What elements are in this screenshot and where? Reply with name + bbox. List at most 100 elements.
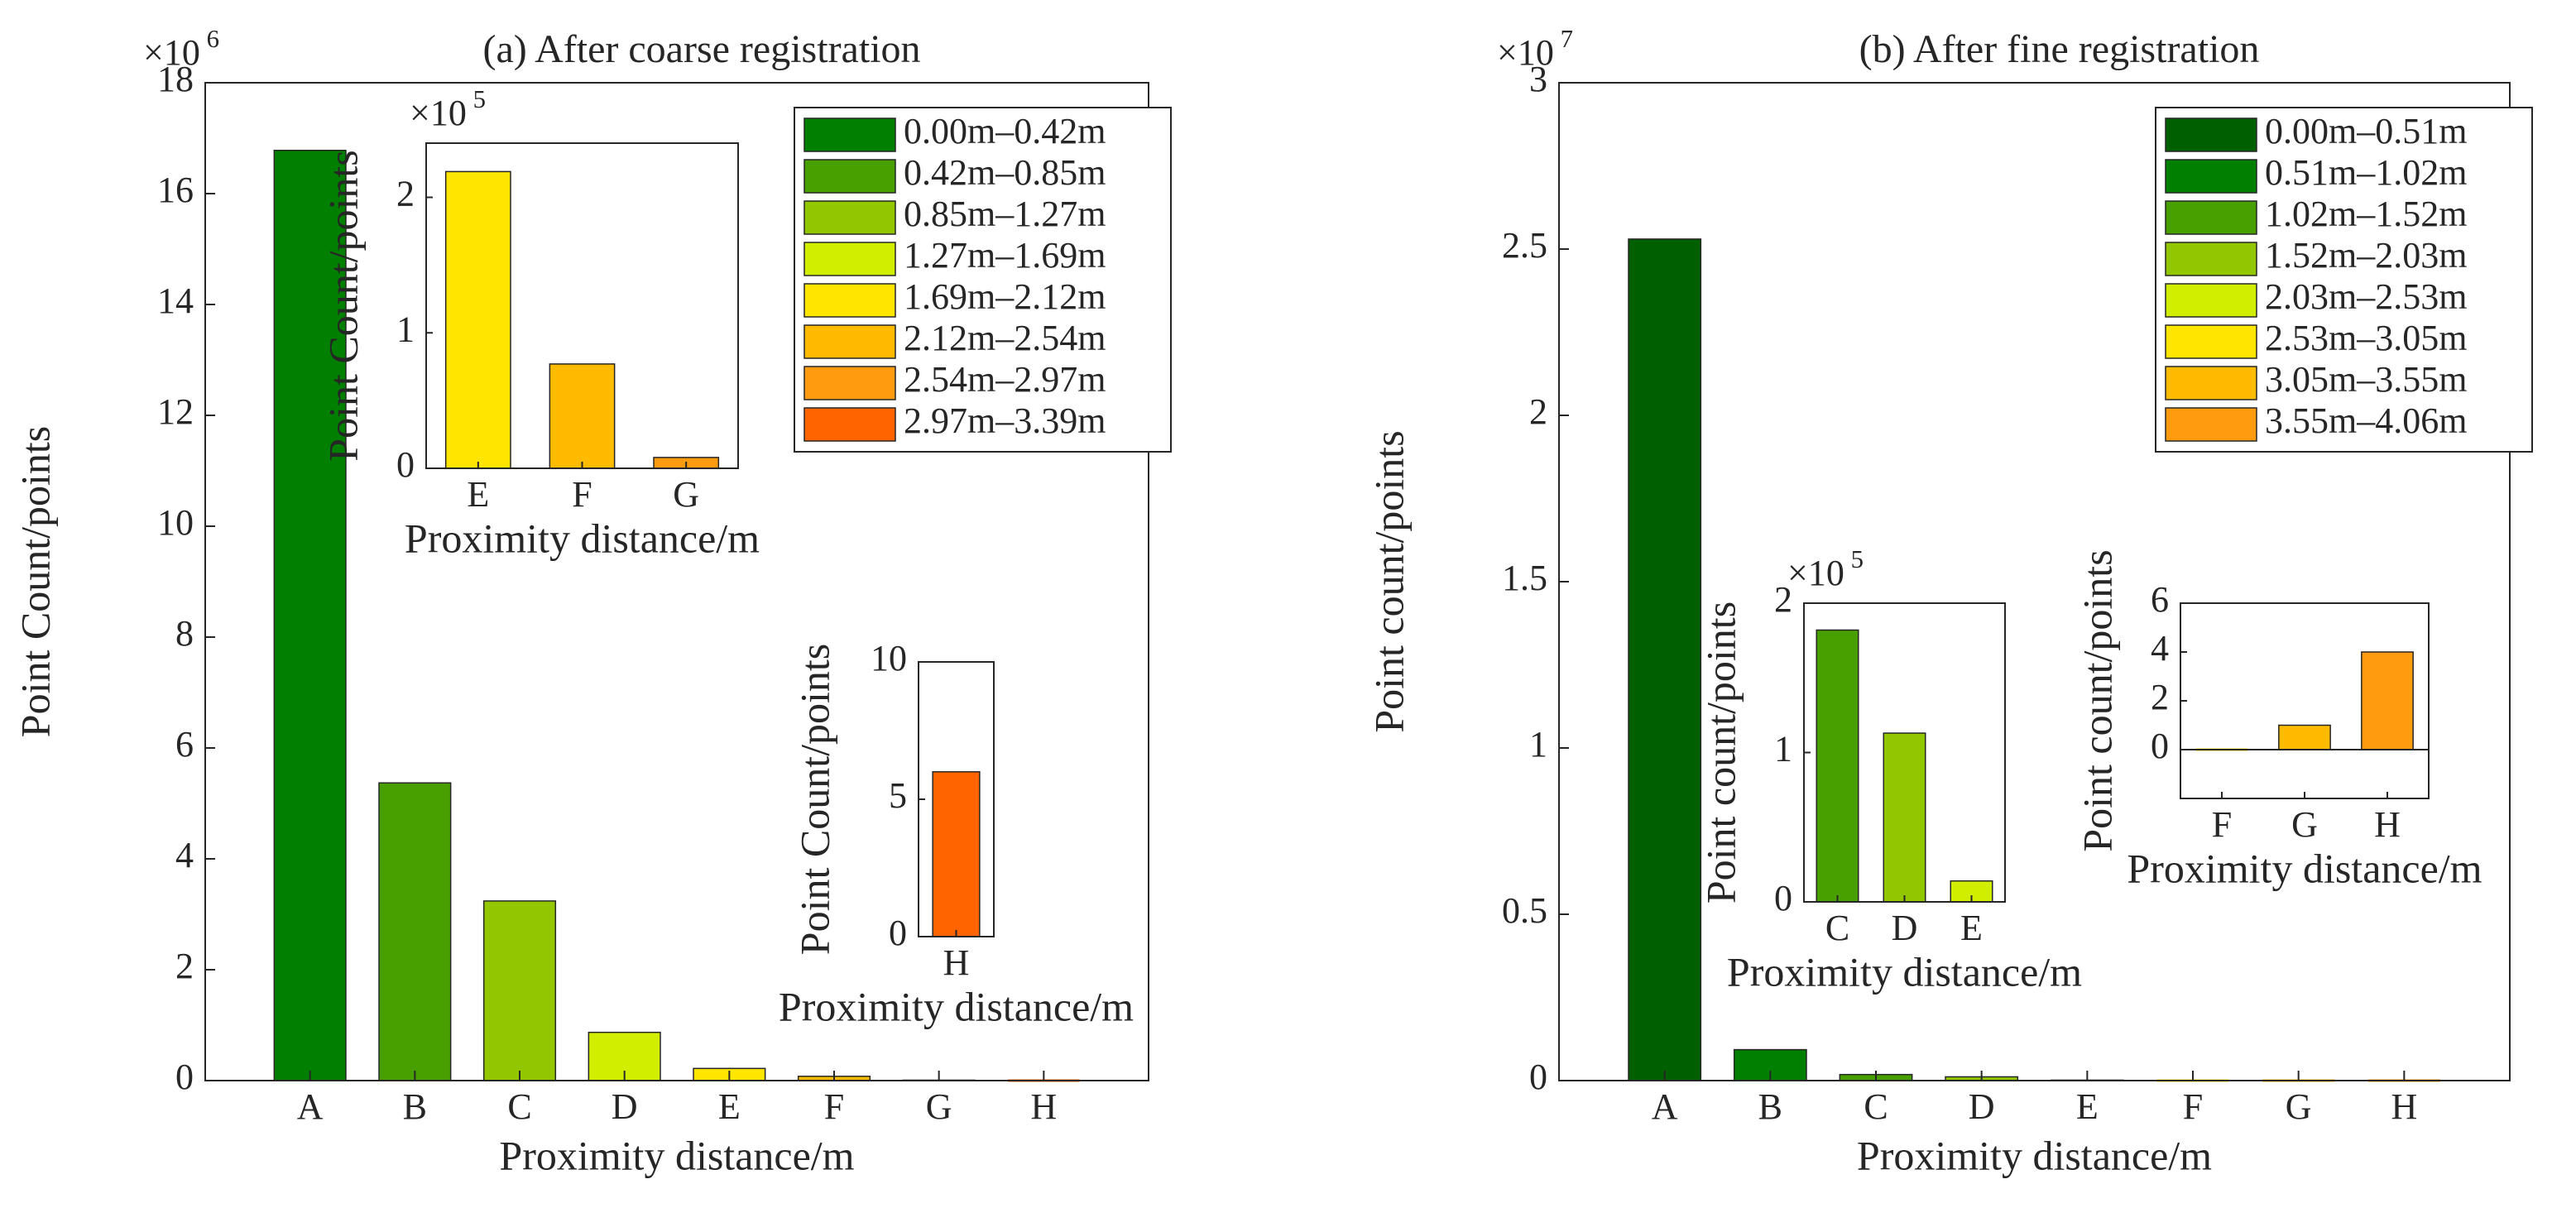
bar-a-C [482,900,557,1081]
legend-swatch-a [804,159,896,194]
xtick-label-b: A [1652,1086,1678,1127]
legend-a: 0.00m–0.42m0.42m–0.85m0.85m–1.27m1.27m–1… [794,107,1172,453]
xtick-label-b: C [1864,1086,1888,1127]
legend-swatch-b [2165,159,2257,194]
legend-swatch-a [804,366,896,400]
chart-title-b: (b) After fine registration [1859,27,2260,71]
exponent-label-a1: ×10 [410,93,467,133]
legend-swatch-b [2165,117,2257,152]
bar-a1-E [444,170,511,469]
legend-label-b: 2.03m–2.53m [2265,276,2467,317]
bar-b2-H [2361,651,2414,750]
legend-label-a: 0.85m–1.27m [904,194,1106,234]
y-axis-label-a1: Point Count/points [319,150,366,461]
ytick-label-b2: 0 [2151,726,2169,766]
xtick-label-b1: C [1825,908,1849,948]
ytick-label-b: 1.5 [1502,558,1547,598]
ytick-label-a1: 0 [396,444,415,485]
bar-b2-G [2278,724,2331,750]
ytick-label-a2: 10 [871,638,907,678]
ytick-label-a: 4 [175,835,194,875]
exponent-label-b: ×10 [1497,32,1554,73]
xtick-label-b: F [2183,1086,2203,1127]
ytick-label-b1: 2 [1774,579,1792,620]
legend-label-a: 1.69m–2.12m [904,276,1106,317]
xtick-label-a: C [507,1086,531,1127]
ytick-label-b: 2 [1529,391,1547,432]
x-axis-label-a1: Proximity distance/m [405,515,760,561]
exponent-power-b: 7 [1561,25,1573,53]
xtick-label-b2: H [2374,804,2401,845]
bar-a2-H [932,771,981,937]
ytick-label-b1: 0 [1774,878,1792,918]
legend-label-b: 3.55m–4.06m [2265,400,2467,441]
y-axis-label-b2: Point count/points [2074,549,2120,851]
ytick-label-a: 2 [175,946,194,986]
xtick-label-b1: D [1892,908,1918,948]
legend-label-a: 2.54m–2.97m [904,359,1106,400]
legend-label-b: 3.05m–3.55m [2265,359,2467,400]
legend-label-a: 1.27m–1.69m [904,235,1106,276]
exponent-power-a: 6 [207,25,219,53]
x-axis-label-b1: Proximity distance/m [1727,948,2082,995]
legend-label-a: 0.00m–0.42m [904,111,1106,151]
legend-swatch-a [804,200,896,235]
bar-b1-C [1816,629,1859,903]
x-axis-label-b: Proximity distance/m [1857,1132,2212,1178]
xtick-label-a: H [1030,1086,1057,1127]
legend-swatch-b [2165,407,2257,442]
legend-swatch-b [2165,242,2257,276]
y-axis-label-b1: Point count/points [1697,602,1744,904]
y-axis-label-a: Point Count/points [12,426,58,737]
ytick-label-a: 18 [157,59,194,99]
xtick-label-b: H [2391,1086,2417,1127]
ytick-label-a: 14 [157,280,194,321]
ytick-label-a: 16 [157,170,194,210]
xtick-label-b1: E [1960,908,1983,948]
legend-label-a: 2.12m–2.54m [904,318,1106,358]
ytick-label-a1: 2 [396,174,415,214]
legend-label-b: 0.00m–0.51m [2265,111,2467,151]
legend-swatch-a [804,283,896,318]
exponent-power-b1: 5 [1851,545,1864,573]
legend-label-a: 0.42m–0.85m [904,152,1106,193]
ytick-label-a: 0 [175,1057,194,1097]
bar-b1-D [1883,732,1926,903]
legend-swatch-b [2165,324,2257,359]
xtick-label-b: G [2286,1086,2312,1127]
legend-swatch-b [2165,283,2257,318]
ytick-label-a: 8 [175,613,194,654]
xtick-label-a: D [612,1086,638,1127]
ytick-label-a: 12 [157,391,194,432]
legend-swatch-a [804,117,896,152]
ytick-label-a1: 1 [396,309,415,349]
legend-label-b: 1.52m–2.03m [2265,235,2467,276]
xtick-label-a: G [926,1086,952,1127]
x-axis-label-b2: Proximity distance/m [2127,845,2482,891]
ytick-label-b2: 2 [2151,677,2169,717]
xtick-label-a2: H [943,942,970,983]
xtick-label-b: B [1758,1086,1782,1127]
xtick-label-b2: G [2291,804,2318,845]
ytick-label-b: 2.5 [1502,225,1547,266]
legend-b: 0.00m–0.51m0.51m–1.02m1.02m–1.52m1.52m–2… [2155,107,2533,453]
exponent-label-a: ×10 [143,32,200,73]
xtick-label-a: A [297,1086,324,1127]
ytick-label-b: 0 [1529,1057,1547,1097]
legend-swatch-b [2165,200,2257,235]
ytick-label-a2: 0 [889,913,907,953]
legend-label-b: 2.53m–3.05m [2265,318,2467,358]
x-axis-label-a: Proximity distance/m [499,1132,854,1178]
ytick-label-b1: 1 [1774,729,1792,769]
ytick-label-a: 10 [157,502,194,543]
legend-label-b: 1.02m–1.52m [2265,194,2467,234]
x-axis-label-a2: Proximity distance/m [779,983,1134,1029]
ytick-label-a: 6 [175,724,194,765]
